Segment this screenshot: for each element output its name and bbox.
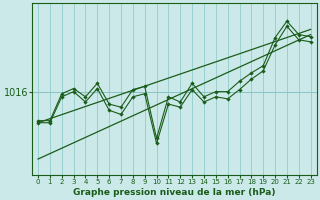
X-axis label: Graphe pression niveau de la mer (hPa): Graphe pression niveau de la mer (hPa) <box>73 188 276 197</box>
